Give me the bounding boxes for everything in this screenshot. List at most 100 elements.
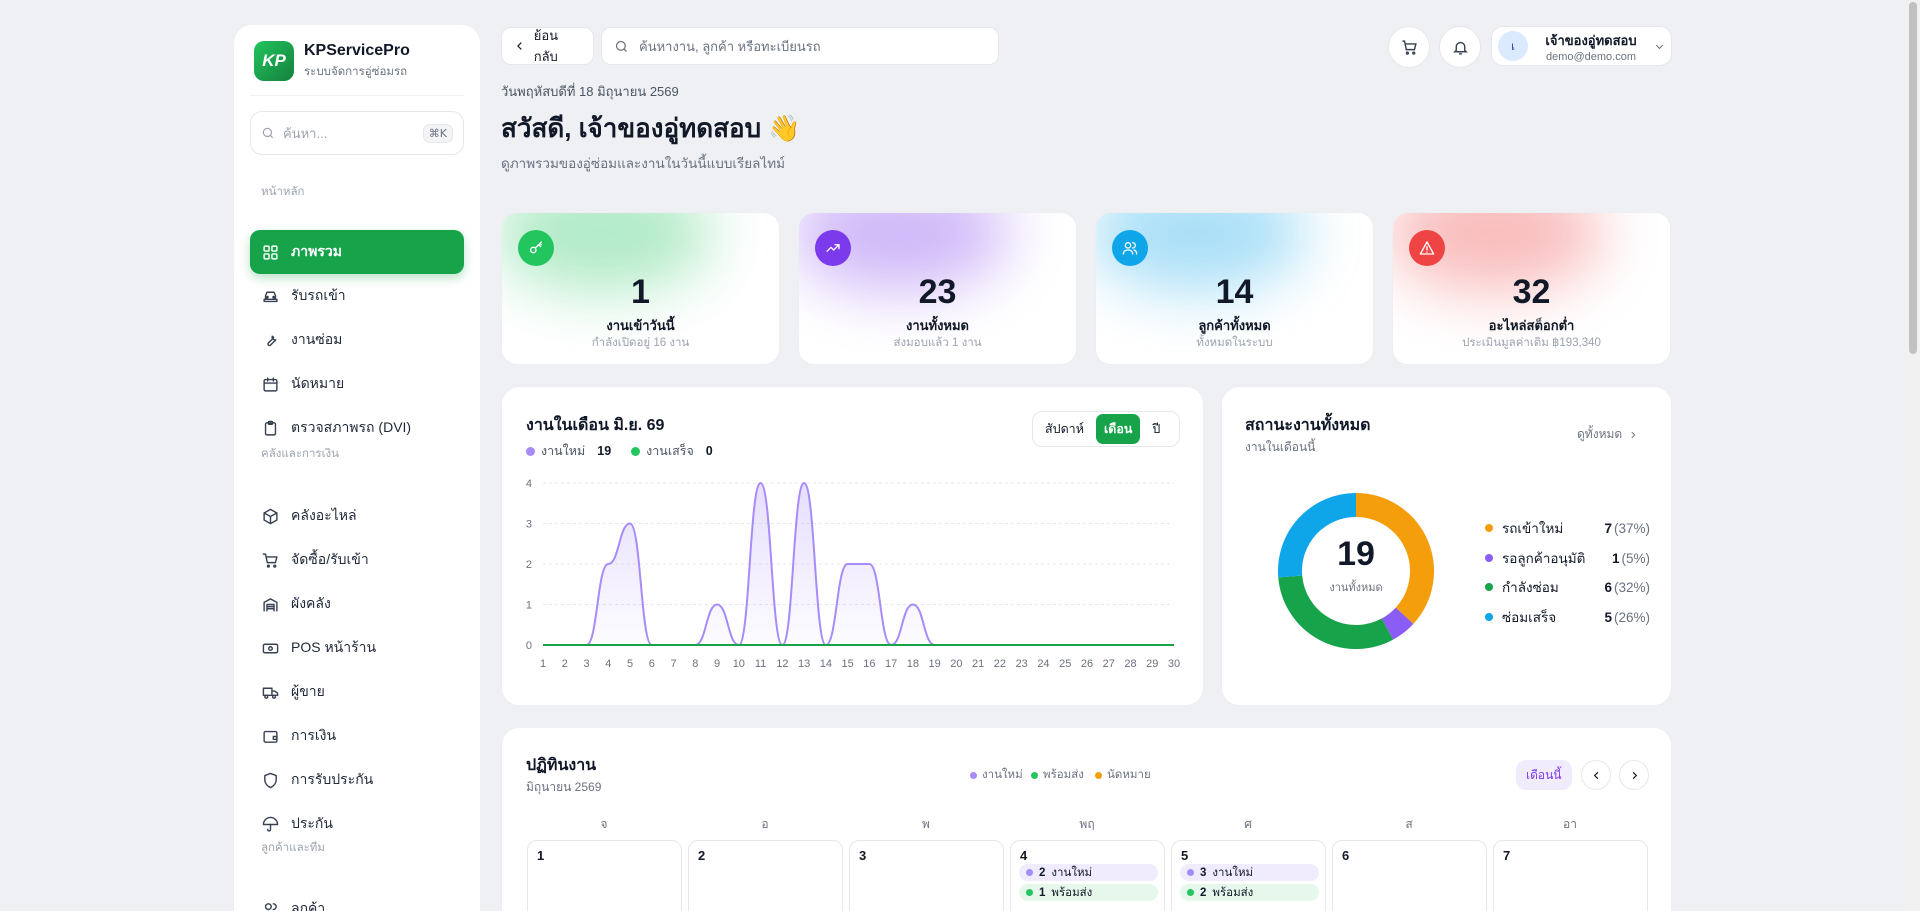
this-month-button[interactable]: เดือนนี้ <box>1516 760 1572 790</box>
status-title: สถานะงานทั้งหมด <box>1245 417 1371 434</box>
event-chip[interactable]: 2 พร้อมส่ง <box>1180 884 1319 901</box>
brand[interactable]: KP KPServicePro ระบบจัดการอู่ซ่อมรถ <box>254 41 410 81</box>
period-week-tab[interactable]: สัปดาห์ <box>1045 422 1084 436</box>
event-chip[interactable]: 3 งานใหม่ <box>1180 864 1319 881</box>
kpi-card[interactable]: 14 ลูกค้าทั้งหมด ทั้งหมดในระบบ <box>1095 212 1374 365</box>
view-all-link[interactable]: ดูทั้งหมด <box>1577 425 1638 444</box>
kpi-value: 1 <box>631 273 650 311</box>
sidebar-item-wallet[interactable]: การเงิน <box>250 714 464 758</box>
page-subtitle: ดูภาพรวมของอู่ซ่อมและงานในวันนี้แบบเรียล… <box>501 156 786 171</box>
chevron-right-icon <box>1631 431 1636 438</box>
users-icon <box>264 902 277 911</box>
back-label: ย้อนกลับ <box>533 28 559 64</box>
calendar-day-cell[interactable]: 6 <box>1332 840 1487 911</box>
sidebar-item-umbrella[interactable]: ประกัน <box>250 802 464 846</box>
user-email: demo@demo.com <box>1545 50 1637 63</box>
event-chip[interactable]: 1 พร้อมส่ง <box>1019 884 1158 901</box>
sidebar-item-box[interactable]: คลังอะไหล่ <box>250 494 464 538</box>
x-tick-label: 29 <box>1146 658 1158 670</box>
user-name: เจ้าของอู่ทดสอบ <box>1545 32 1637 48</box>
scrollbar-thumb[interactable] <box>1909 2 1917 354</box>
calendar-day-cell[interactable]: 3 <box>849 840 1004 911</box>
x-tick-label: 10 <box>733 658 745 670</box>
donut-slice[interactable] <box>1278 493 1357 578</box>
calendar-day-cell[interactable]: 7 <box>1493 840 1648 911</box>
umbrella-icon <box>262 816 279 832</box>
donut-slice[interactable] <box>1381 607 1414 640</box>
kpi-subtext: ทั้งหมดในระบบ <box>1196 337 1273 349</box>
period-year-tab[interactable]: ปี <box>1152 422 1161 436</box>
y-tick-label: 0 <box>526 640 532 652</box>
calendar-day-cell[interactable]: 5 3 งานใหม่ 2 พร้อมส่ง <box>1171 840 1326 911</box>
chip-dot <box>1026 869 1033 876</box>
sidebar-item-warehouse[interactable]: ผังคลัง <box>250 582 464 626</box>
status-count: 5 <box>1604 609 1612 625</box>
kpi-label: งานทั้งหมด <box>905 318 970 333</box>
key-icon <box>530 241 542 254</box>
legend-new-count: 19 <box>597 444 612 458</box>
prev-month-button[interactable] <box>1581 760 1611 790</box>
sidebar-search-placeholder: ค้นหา... <box>283 125 328 141</box>
user-menu[interactable]: เ เจ้าของอู่ทดสอบ demo@demo.com <box>1491 26 1672 66</box>
sidebar-item-clipboard[interactable]: ตรวจสภาพรถ (DVI) <box>250 406 464 450</box>
sidebar-item-label: ภาพรวม <box>291 243 342 259</box>
sidebar-item-shield[interactable]: การรับประกัน <box>250 758 464 802</box>
status-count: 1 <box>1611 550 1620 566</box>
y-tick-label: 3 <box>526 519 532 531</box>
kpi-subtext: ส่งมอบแล้ว 1 งาน <box>893 337 982 349</box>
event-chip[interactable]: 2 งานใหม่ <box>1019 864 1158 881</box>
donut-slice[interactable] <box>1355 493 1434 624</box>
x-tick-label: 26 <box>1081 658 1093 670</box>
cart-button[interactable] <box>1388 26 1430 68</box>
sidebar: KP KPServicePro ระบบจัดการอู่ซ่อมรถ ค้นห… <box>234 25 480 911</box>
section-label-inventory: คลังและการเงิน <box>261 448 339 460</box>
status-percent: (37%) <box>1613 520 1650 536</box>
donut-slice[interactable] <box>1278 574 1394 649</box>
sidebar-item-label: รับรถเข้า <box>291 287 346 303</box>
kpi-card[interactable]: 32 อะไหล่สต็อกต่ำ ประเมินมูลค่าเติม ฿193,3… <box>1392 212 1671 365</box>
sidebar-item-label: ผู้ขาย <box>291 683 325 699</box>
chip-count: 1 <box>1039 886 1046 899</box>
x-tick-label: 7 <box>670 658 676 670</box>
sidebar-item-car[interactable]: รับรถเข้า <box>250 274 464 318</box>
day-number: 4 <box>1020 848 1028 863</box>
section-label-customers: ลูกค้าและทีม <box>261 842 325 854</box>
status-row[interactable]: กำลังซ่อม 6 (32%) <box>1485 576 1650 598</box>
sidebar-item-grid[interactable]: ภาพรวม <box>250 230 464 274</box>
sidebar-item-cart[interactable]: จัดซื้อ/รับเข้า <box>250 538 464 582</box>
sidebar-search-input[interactable]: ค้นหา... ⌘K <box>250 111 464 155</box>
monthly-jobs-panel: งานในเดือน มิ.ย. 69 งานใหม่ 19 งานเสร็จ … <box>501 386 1204 706</box>
search-icon <box>262 127 274 139</box>
weekday-header: จ <box>600 817 608 831</box>
kpi-subtext: กำลังเปิดอยู่ 16 งาน <box>591 337 690 349</box>
day-number: 1 <box>537 848 545 863</box>
kpi-label: อะไหล่สต็อกต่ำ <box>1488 318 1575 333</box>
calendar-day-cell[interactable]: 2 <box>688 840 843 911</box>
donut-total-label: งานทั้งหมด <box>1329 582 1383 594</box>
y-tick-label: 4 <box>526 478 532 490</box>
kpi-value: 14 <box>1215 273 1254 311</box>
calendar-day-cell[interactable]: 4 2 งานใหม่ 1 พร้อมส่ง <box>1010 840 1165 911</box>
sidebar-item-pos[interactable]: POS หน้าร้าน <box>250 626 464 670</box>
kpi-card[interactable]: 23 งานทั้งหมด ส่งมอบแล้ว 1 งาน <box>798 212 1077 365</box>
sidebar-item-users[interactable]: ลูกค้า <box>250 887 464 911</box>
weekday-header: ส <box>1405 817 1413 831</box>
kpi-card[interactable]: 1 งานเข้าวันนี้ กำลังเปิดอยู่ 16 งาน <box>501 212 780 365</box>
status-row[interactable]: ซ่อมเสร็จ 5 (26%) <box>1485 606 1650 628</box>
notification-button[interactable] <box>1439 26 1481 68</box>
sidebar-item-truck[interactable]: ผู้ขาย <box>250 670 464 714</box>
next-month-button[interactable] <box>1619 760 1649 790</box>
sidebar-item-wrench[interactable]: งานซ่อม <box>250 318 464 362</box>
chart-legend: งานใหม่ 19 งานเสร็จ 0 <box>526 441 713 461</box>
status-row[interactable]: รอลูกค้าอนุมัติ 1 (5%) <box>1485 547 1650 569</box>
back-button[interactable]: ย้อนกลับ <box>501 27 594 65</box>
global-search-input[interactable]: ค้นหางาน, ลูกค้า หรือทะเบียนรถ <box>601 27 999 65</box>
sidebar-item-label: งานซ่อม <box>291 331 343 347</box>
period-month-tab[interactable]: เดือน <box>1095 414 1141 444</box>
calendar-day-cell[interactable]: 1 <box>527 840 682 911</box>
status-row[interactable]: รถเข้าใหม่ 7 (37%) <box>1485 517 1650 539</box>
sidebar-item-calendar[interactable]: นัดหมาย <box>250 362 464 406</box>
x-tick-label: 19 <box>929 658 941 670</box>
x-tick-label: 4 <box>605 658 611 670</box>
x-tick-label: 28 <box>1124 658 1136 670</box>
